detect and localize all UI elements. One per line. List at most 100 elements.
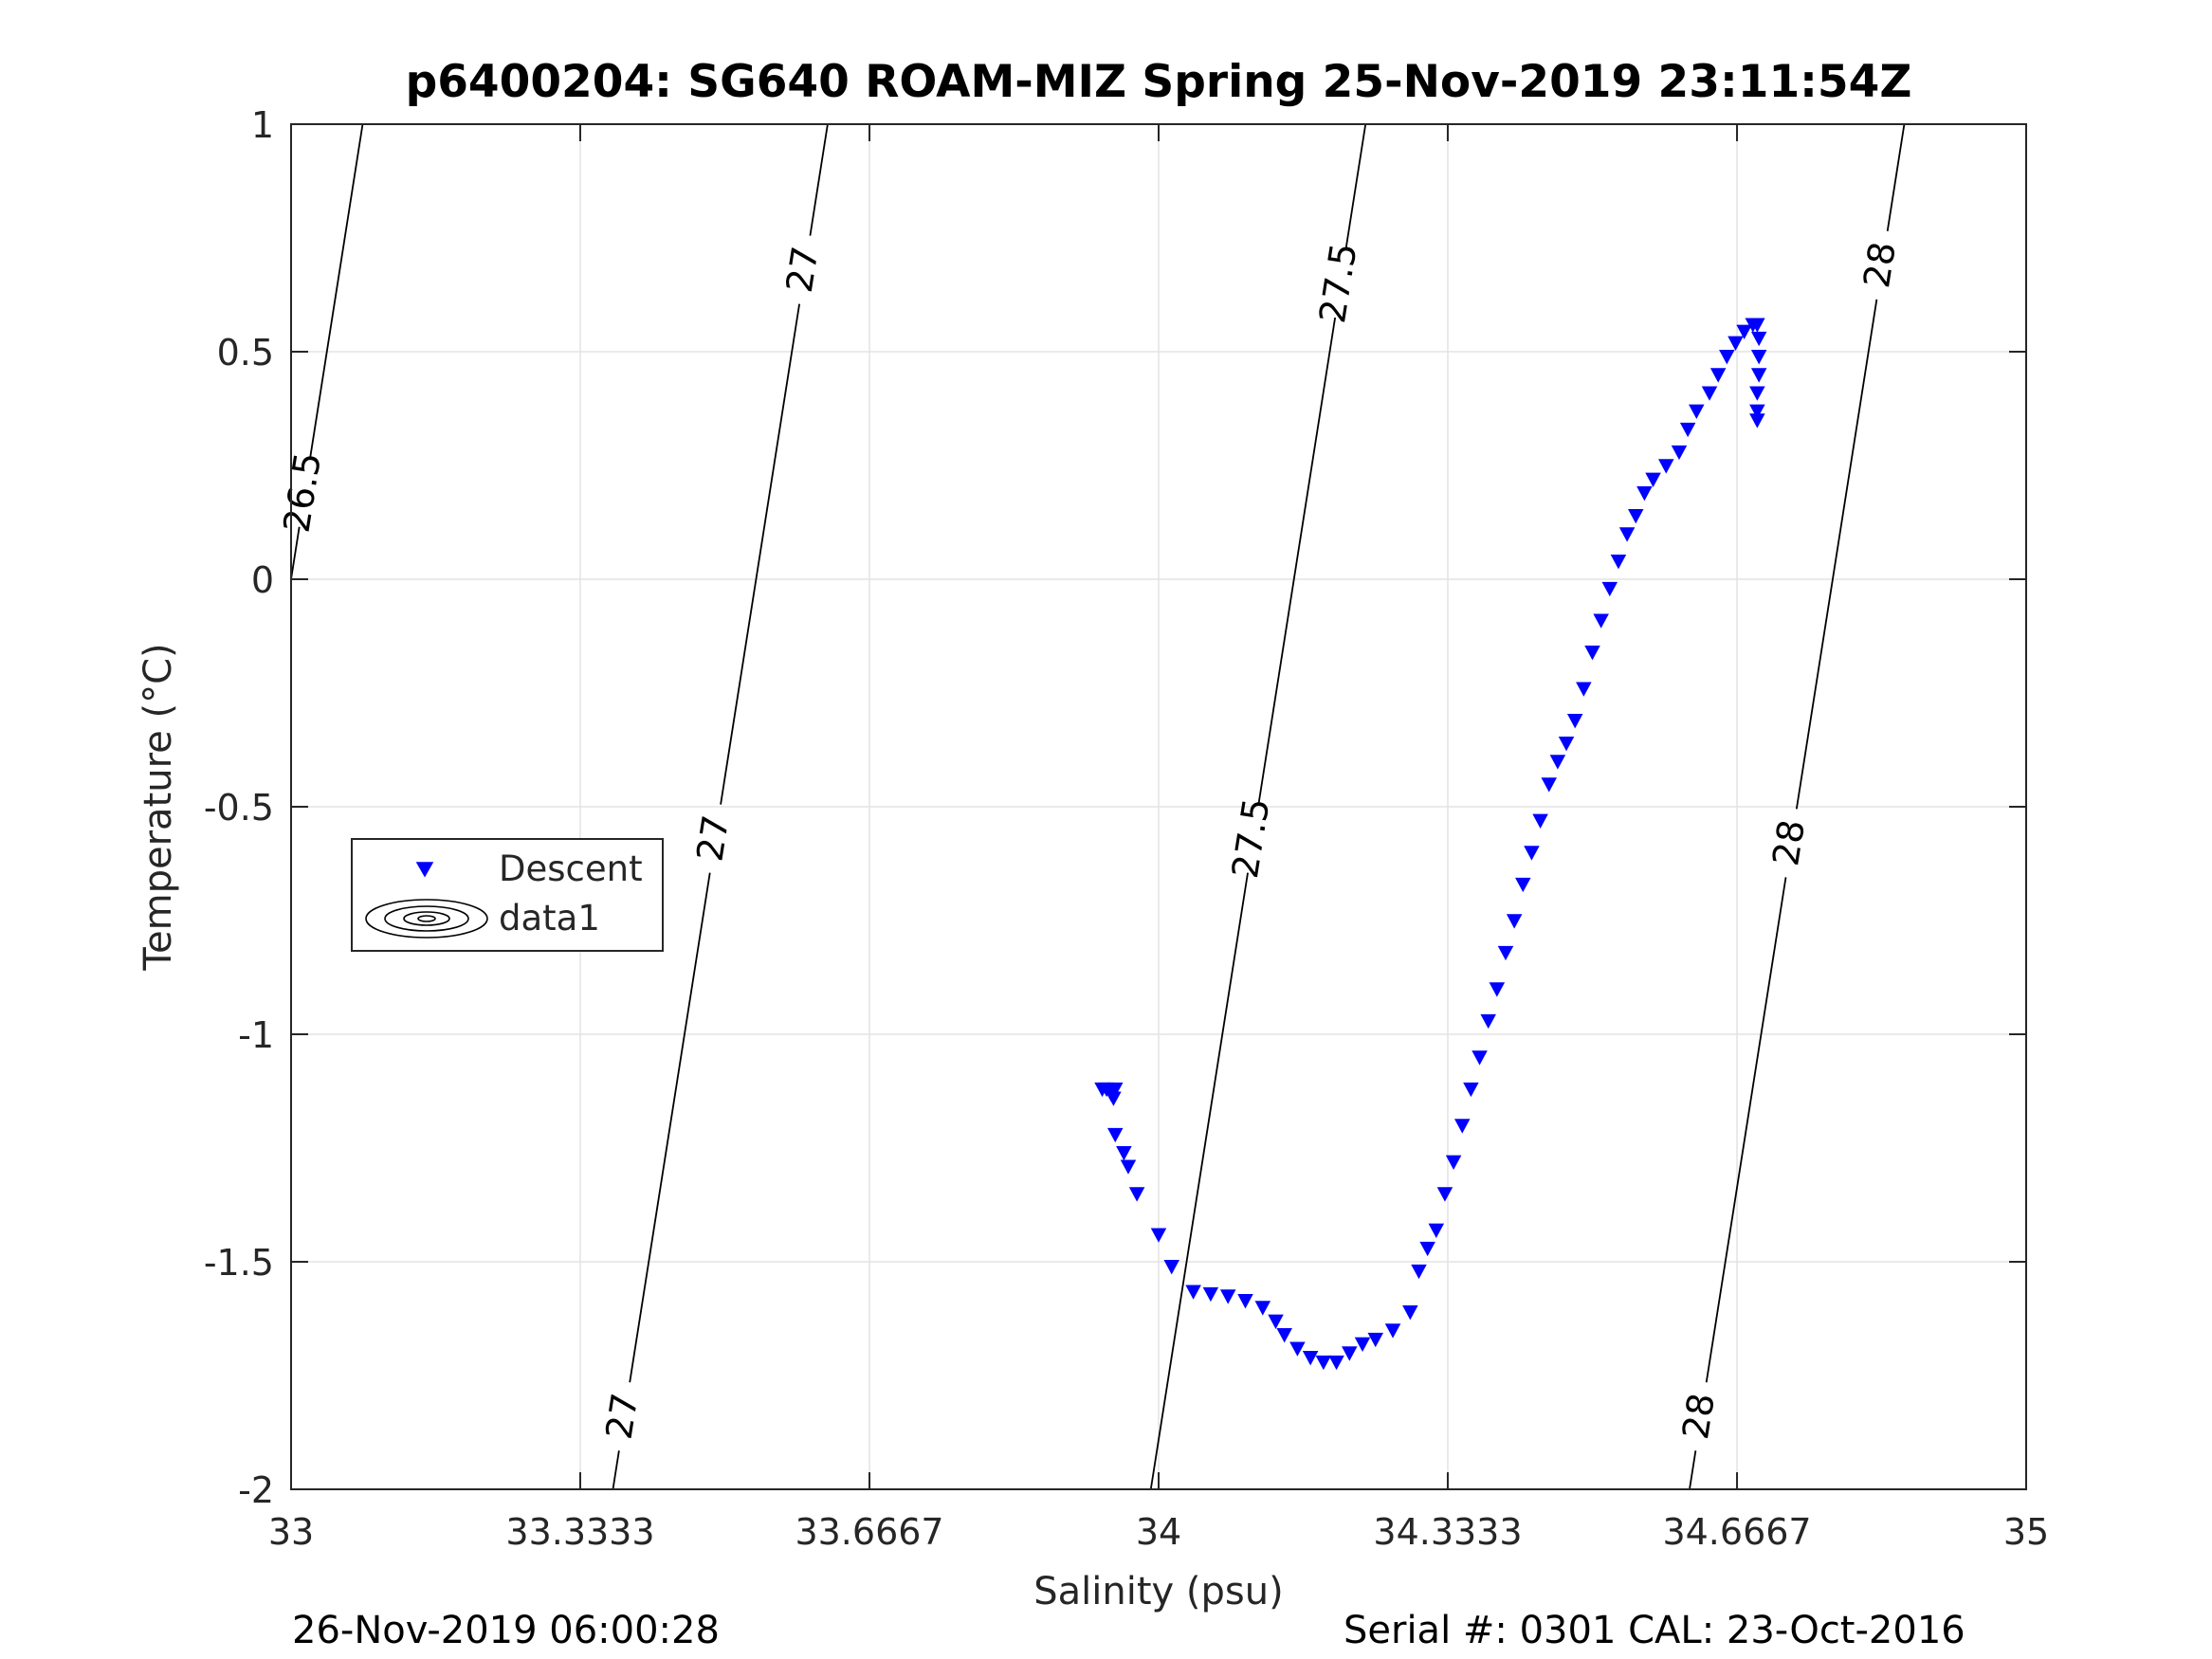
contour-line-27-5 <box>1344 123 1367 250</box>
descent-point <box>1584 646 1600 661</box>
contour-label-27: 27 <box>598 1391 647 1443</box>
descent-point <box>1558 737 1575 752</box>
x-tick-label: 33.3333 <box>505 1511 654 1553</box>
descent-point <box>1736 324 1752 339</box>
descent-point <box>1709 368 1727 383</box>
y-tick-label: -1 <box>238 1014 274 1056</box>
x-tick-label: 34.6667 <box>1662 1511 1811 1553</box>
contour-line-27-5 <box>1257 317 1337 805</box>
contour-line-27-5 <box>1149 872 1249 1490</box>
descent-point <box>1445 1155 1462 1170</box>
contour-line-27 <box>720 303 800 805</box>
footer-serial-cal: Serial #: 0301 CAL: 23-Oct-2016 <box>1344 1609 1965 1652</box>
y-tick-label: -2 <box>238 1469 274 1511</box>
descent-point <box>1549 755 1566 770</box>
descent-point <box>1749 413 1765 428</box>
descent-point <box>1120 1159 1137 1175</box>
descent-point <box>1342 1346 1358 1361</box>
legend: Descent data1 <box>351 838 664 952</box>
descent-point <box>1463 1082 1479 1098</box>
descent-point <box>1750 368 1767 383</box>
descent-point <box>1480 1013 1496 1030</box>
descent-point <box>1636 486 1653 501</box>
descent-point <box>1315 1355 1332 1371</box>
y-tick-label: 0.5 <box>217 332 274 374</box>
contour-line-28 <box>1705 877 1787 1383</box>
descent-point <box>1532 813 1548 829</box>
descent-point <box>1384 1323 1401 1339</box>
y-axis-label: Temperature (°C) <box>137 643 180 971</box>
axis-ticks: 33 33.3333 33.6667 34 34.3333 34.6667 35 -2 -1.5… <box>204 104 2049 1553</box>
y-tick-label: -1.5 <box>204 1242 274 1284</box>
descent-point <box>1354 1337 1371 1352</box>
descent-point <box>1128 1187 1145 1202</box>
legend-data1-label: data1 <box>499 898 600 939</box>
contour-line-26-5 <box>309 123 364 459</box>
descent-point <box>1497 945 1514 961</box>
descent-point <box>1219 1289 1236 1304</box>
y-tick-label: 0 <box>251 559 274 601</box>
legend-box <box>351 838 664 952</box>
legend-descent-label: Descent <box>499 848 643 889</box>
descent-point <box>1679 422 1696 438</box>
contour-label-28: 28 <box>1856 239 1904 291</box>
descent-point <box>1116 1146 1132 1161</box>
descent-point <box>1506 914 1523 929</box>
descent-point <box>1472 1050 1488 1066</box>
legend-contour-icon <box>365 899 488 939</box>
contour-line-26-5 <box>290 526 301 580</box>
contour-label-28: 28 <box>1674 1391 1723 1443</box>
descent-point <box>1749 386 1765 401</box>
descent-point <box>1436 1187 1453 1202</box>
descent-point <box>1489 982 1506 997</box>
descent-point <box>1750 331 1767 347</box>
descent-point <box>1289 1341 1306 1357</box>
contour-label-27: 27 <box>688 812 737 865</box>
y-tick-label: -0.5 <box>204 787 274 829</box>
legend-descent-marker <box>415 862 434 878</box>
chart-title: p6400204: SG640 ROAM-MIZ Spring 25-Nov-2… <box>406 56 1912 108</box>
x-tick-label: 33.6667 <box>795 1511 943 1553</box>
descent-point <box>1541 777 1558 793</box>
descent-point <box>1150 1228 1167 1243</box>
contour-line-27 <box>612 1450 620 1490</box>
descent-point <box>1658 459 1674 474</box>
descent-point <box>1645 472 1661 487</box>
descent-point <box>1671 445 1688 461</box>
contour-label-27: 27 <box>778 244 827 296</box>
contour-line-27 <box>629 872 711 1383</box>
descent-point <box>1237 1294 1253 1309</box>
descent-point <box>1749 318 1765 333</box>
descent-point <box>1402 1305 1418 1321</box>
descent-point <box>1428 1223 1445 1238</box>
descent-point <box>1411 1264 1427 1280</box>
descent-point <box>1515 877 1531 893</box>
descent-point <box>1701 386 1718 401</box>
descent-point <box>1367 1332 1384 1348</box>
descent-point <box>1618 527 1636 542</box>
descent-point <box>1593 613 1609 629</box>
descent-point <box>1610 555 1627 570</box>
descent-point <box>1276 1328 1292 1343</box>
descent-point <box>1601 581 1618 597</box>
descent-point <box>1749 404 1765 419</box>
descent-point <box>1419 1241 1435 1257</box>
descent-point <box>1566 714 1583 729</box>
contour-line-27 <box>809 123 829 236</box>
footer-timestamp: 26-Nov-2019 06:00:28 <box>292 1609 720 1652</box>
descent-point <box>1728 336 1744 351</box>
descent-point <box>1106 1127 1124 1143</box>
descent-point <box>1627 509 1644 524</box>
descent-point <box>1719 350 1735 365</box>
descent-point <box>1202 1286 1219 1303</box>
x-tick-label: 34 <box>1136 1511 1181 1553</box>
contour-line-28 <box>1795 299 1878 810</box>
descent-point <box>1302 1351 1319 1366</box>
descent-point <box>1750 350 1767 365</box>
descent-point <box>1524 846 1540 861</box>
contour-line-28 <box>1689 1450 1697 1490</box>
descent-point <box>1163 1260 1179 1275</box>
x-axis-label: Salinity (psu) <box>1033 1570 1283 1613</box>
contour-line-28 <box>1886 123 1906 231</box>
